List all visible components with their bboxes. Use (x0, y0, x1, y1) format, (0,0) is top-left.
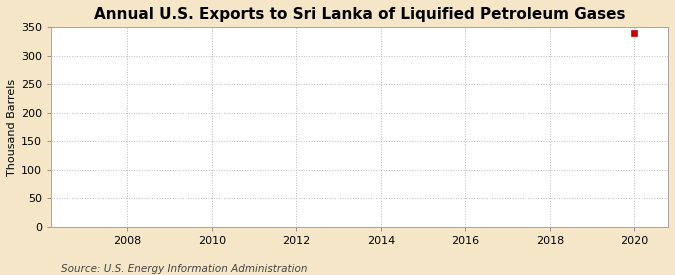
Y-axis label: Thousand Barrels: Thousand Barrels (7, 79, 17, 176)
Text: Source: U.S. Energy Information Administration: Source: U.S. Energy Information Administ… (61, 264, 307, 274)
Title: Annual U.S. Exports to Sri Lanka of Liquified Petroleum Gases: Annual U.S. Exports to Sri Lanka of Liqu… (94, 7, 626, 22)
